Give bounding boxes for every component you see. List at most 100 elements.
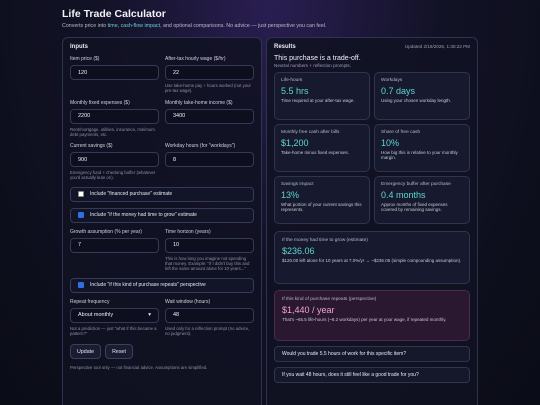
field: Current savings ($) 900 Emergency fund + c… (70, 143, 159, 181)
select-arrow: ▾ (148, 312, 151, 319)
header: Life Trade Calculator Converts price int… (62, 8, 326, 29)
result-card: Emergency buffer after purchase 0.4 month… (374, 176, 470, 224)
card-desc: $120.00 left alone for 10 years at 7.0%/… (282, 258, 462, 263)
field-label: Monthly fixed expenses ($) (70, 99, 130, 106)
input-box[interactable]: About monthly ▾ (70, 307, 159, 323)
input-value: 22 (173, 69, 180, 76)
card-label: Workdays (381, 78, 403, 83)
result-card: Monthly free cash after bills $1,200 Take-… (274, 124, 370, 172)
subline: Neutral numbers + reflection prompts. (274, 63, 351, 68)
repeat-fields: Repeat frequency About monthly ▾ Not a pred… (70, 299, 254, 343)
field-label: Growth assumption (% per year) (70, 228, 142, 235)
result-card: Share of free cash 10% How big this is rel… (374, 124, 470, 172)
results-panel: Results Updated 2/19/2026, 1:30:22 PM Th… (266, 37, 478, 405)
card-value: $1,440 / year (282, 305, 335, 315)
card-desc: Take-home minus fixed expenses. (281, 150, 350, 155)
card-label: Share of free cash (381, 130, 421, 135)
input-box[interactable]: 2200 (70, 108, 159, 124)
checkbox-label: Include "if the money had time to grow" … (90, 212, 197, 219)
card-desc: What portion of your current savings thi… (281, 202, 362, 213)
subtitle-text: , (117, 23, 121, 29)
input-value: 48 (173, 312, 180, 319)
field: Time horizon (years) 10 This is how long y… (165, 229, 254, 272)
checkbox-label: Include "financed purchase" estimate (90, 191, 173, 198)
input-box[interactable]: 8 (165, 152, 254, 168)
headline: This purchase is a trade-off. (274, 55, 361, 62)
checkbox[interactable] (78, 191, 84, 198)
card-label: Savings impact (281, 182, 314, 187)
inputs-panel: Inputs Item price ($) 120 After-tax hourly… (62, 37, 262, 405)
input-box[interactable]: 48 (165, 307, 254, 323)
field-hint: Rent/mortgage, utilities, insurance, min… (70, 126, 155, 137)
input-value: 2200 (78, 113, 91, 120)
footer-note: Perspective tool only — not financial ad… (70, 365, 208, 371)
cards: Life-hours 5.5 hrs Time required at your a… (274, 72, 470, 224)
growth-card: If the money had time to grow (estimate)… (274, 231, 470, 284)
input-value: 8 (173, 156, 177, 163)
card-value: 0.7 days (381, 86, 416, 96)
button[interactable]: Update (70, 344, 102, 360)
card-label: Monthly free cash after bills (281, 130, 340, 135)
result-card: Workdays 0.7 days Using your chosen workda… (374, 72, 470, 120)
field: Repeat frequency About monthly ▾ Not a pred… (70, 299, 159, 337)
card-value: 0.4 months (381, 190, 426, 200)
checkbox-row[interactable]: Include "financed purchase" estimate (70, 186, 254, 202)
card-value: $236.06 (282, 246, 315, 256)
card-desc: Using your chosen workday length. (381, 98, 452, 103)
input-value: 120 (78, 69, 88, 76)
button[interactable]: Reset (105, 344, 133, 360)
card-desc: Approx months of fixed expenses covered … (381, 202, 448, 213)
input-value: About monthly (78, 312, 114, 319)
card-label: If the money had time to grow (estimate) (282, 238, 368, 243)
input-value: 7 (78, 242, 82, 249)
field: After-tax hourly wage ($/hr) 22 Use take-h… (165, 56, 254, 94)
input-value: 10 (173, 242, 180, 249)
result-card: Life-hours 5.5 hrs Time required at your a… (274, 72, 370, 120)
input-box[interactable]: 22 (165, 65, 254, 80)
checkbox[interactable] (78, 212, 84, 219)
subtitle: Converts price into time, cash-flow impa… (62, 23, 326, 29)
field-hint: Not a prediction — just "what if this be… (70, 325, 157, 336)
results-header: Results Updated 2/19/2026, 1:30:22 PM (274, 44, 470, 56)
checkbox[interactable] (78, 282, 84, 289)
growth-fields: Growth assumption (% per year) 7 Time hori… (70, 229, 254, 278)
card-label: Life-hours (281, 78, 303, 83)
checkbox-row[interactable]: Include "if the money had time to grow" … (70, 207, 254, 223)
field-label: Time horizon (years) (165, 228, 211, 235)
prompt[interactable]: If you wait 48 hours, does it still feel… (274, 367, 470, 383)
checks: Include "financed purchase" estimate Incl… (70, 186, 254, 223)
buttons: Update Reset (70, 344, 254, 360)
field-hint: Use take-home pay ÷ hours worked (not yo… (165, 83, 251, 94)
field: Monthly fixed expenses ($) 2200 Rent/mortg… (70, 100, 159, 138)
app-title: Life Trade Calculator (62, 8, 166, 20)
card-desc: How big this is relative to your monthly… (381, 150, 458, 161)
input-box[interactable]: 900 (70, 152, 159, 168)
repeat-card: If this kind of purchase repeats (perspe… (274, 290, 470, 341)
field: Workday hours (for "workdays") 8 (165, 143, 254, 181)
field: Growth assumption (% per year) 7 (70, 229, 159, 272)
input-value: 3400 (173, 113, 186, 120)
field: Wait window (hours) 48 Used only for a ref… (165, 299, 254, 337)
card-desc: Time required at your after-tax wage. (281, 98, 355, 103)
subtitle-text: Converts price into (62, 23, 108, 29)
input-box[interactable]: 7 (70, 237, 159, 253)
field-label: Monthly take-home income ($) (165, 99, 233, 106)
card-label: If this kind of purchase repeats (perspe… (282, 297, 377, 302)
field-hint: Emergency fund + checking buffer (whatev… (70, 170, 156, 181)
prompt[interactable]: Would you trade 5.5 hours of work for th… (274, 346, 470, 362)
checks: Include "if this kind of purchase repeat… (70, 277, 254, 293)
field-label: After-tax hourly wage ($/hr) (165, 56, 226, 62)
input-box[interactable]: 10 (165, 237, 254, 253)
field-label: Repeat frequency (70, 298, 110, 305)
panel-title: Results (274, 44, 296, 50)
input-value: 900 (78, 156, 88, 163)
checkbox-row[interactable]: Include "if this kind of purchase repeat… (70, 277, 254, 293)
panel-title: Inputs (70, 44, 88, 50)
input-box[interactable]: 3400 (165, 108, 254, 124)
card-value: 13% (281, 190, 300, 200)
input-box[interactable]: 120 (70, 65, 159, 80)
updated: Updated 2/19/2026, 1:30:22 PM (404, 44, 470, 49)
card-value: 10% (381, 138, 400, 148)
field: Monthly take-home income ($) 3400 (165, 100, 254, 138)
